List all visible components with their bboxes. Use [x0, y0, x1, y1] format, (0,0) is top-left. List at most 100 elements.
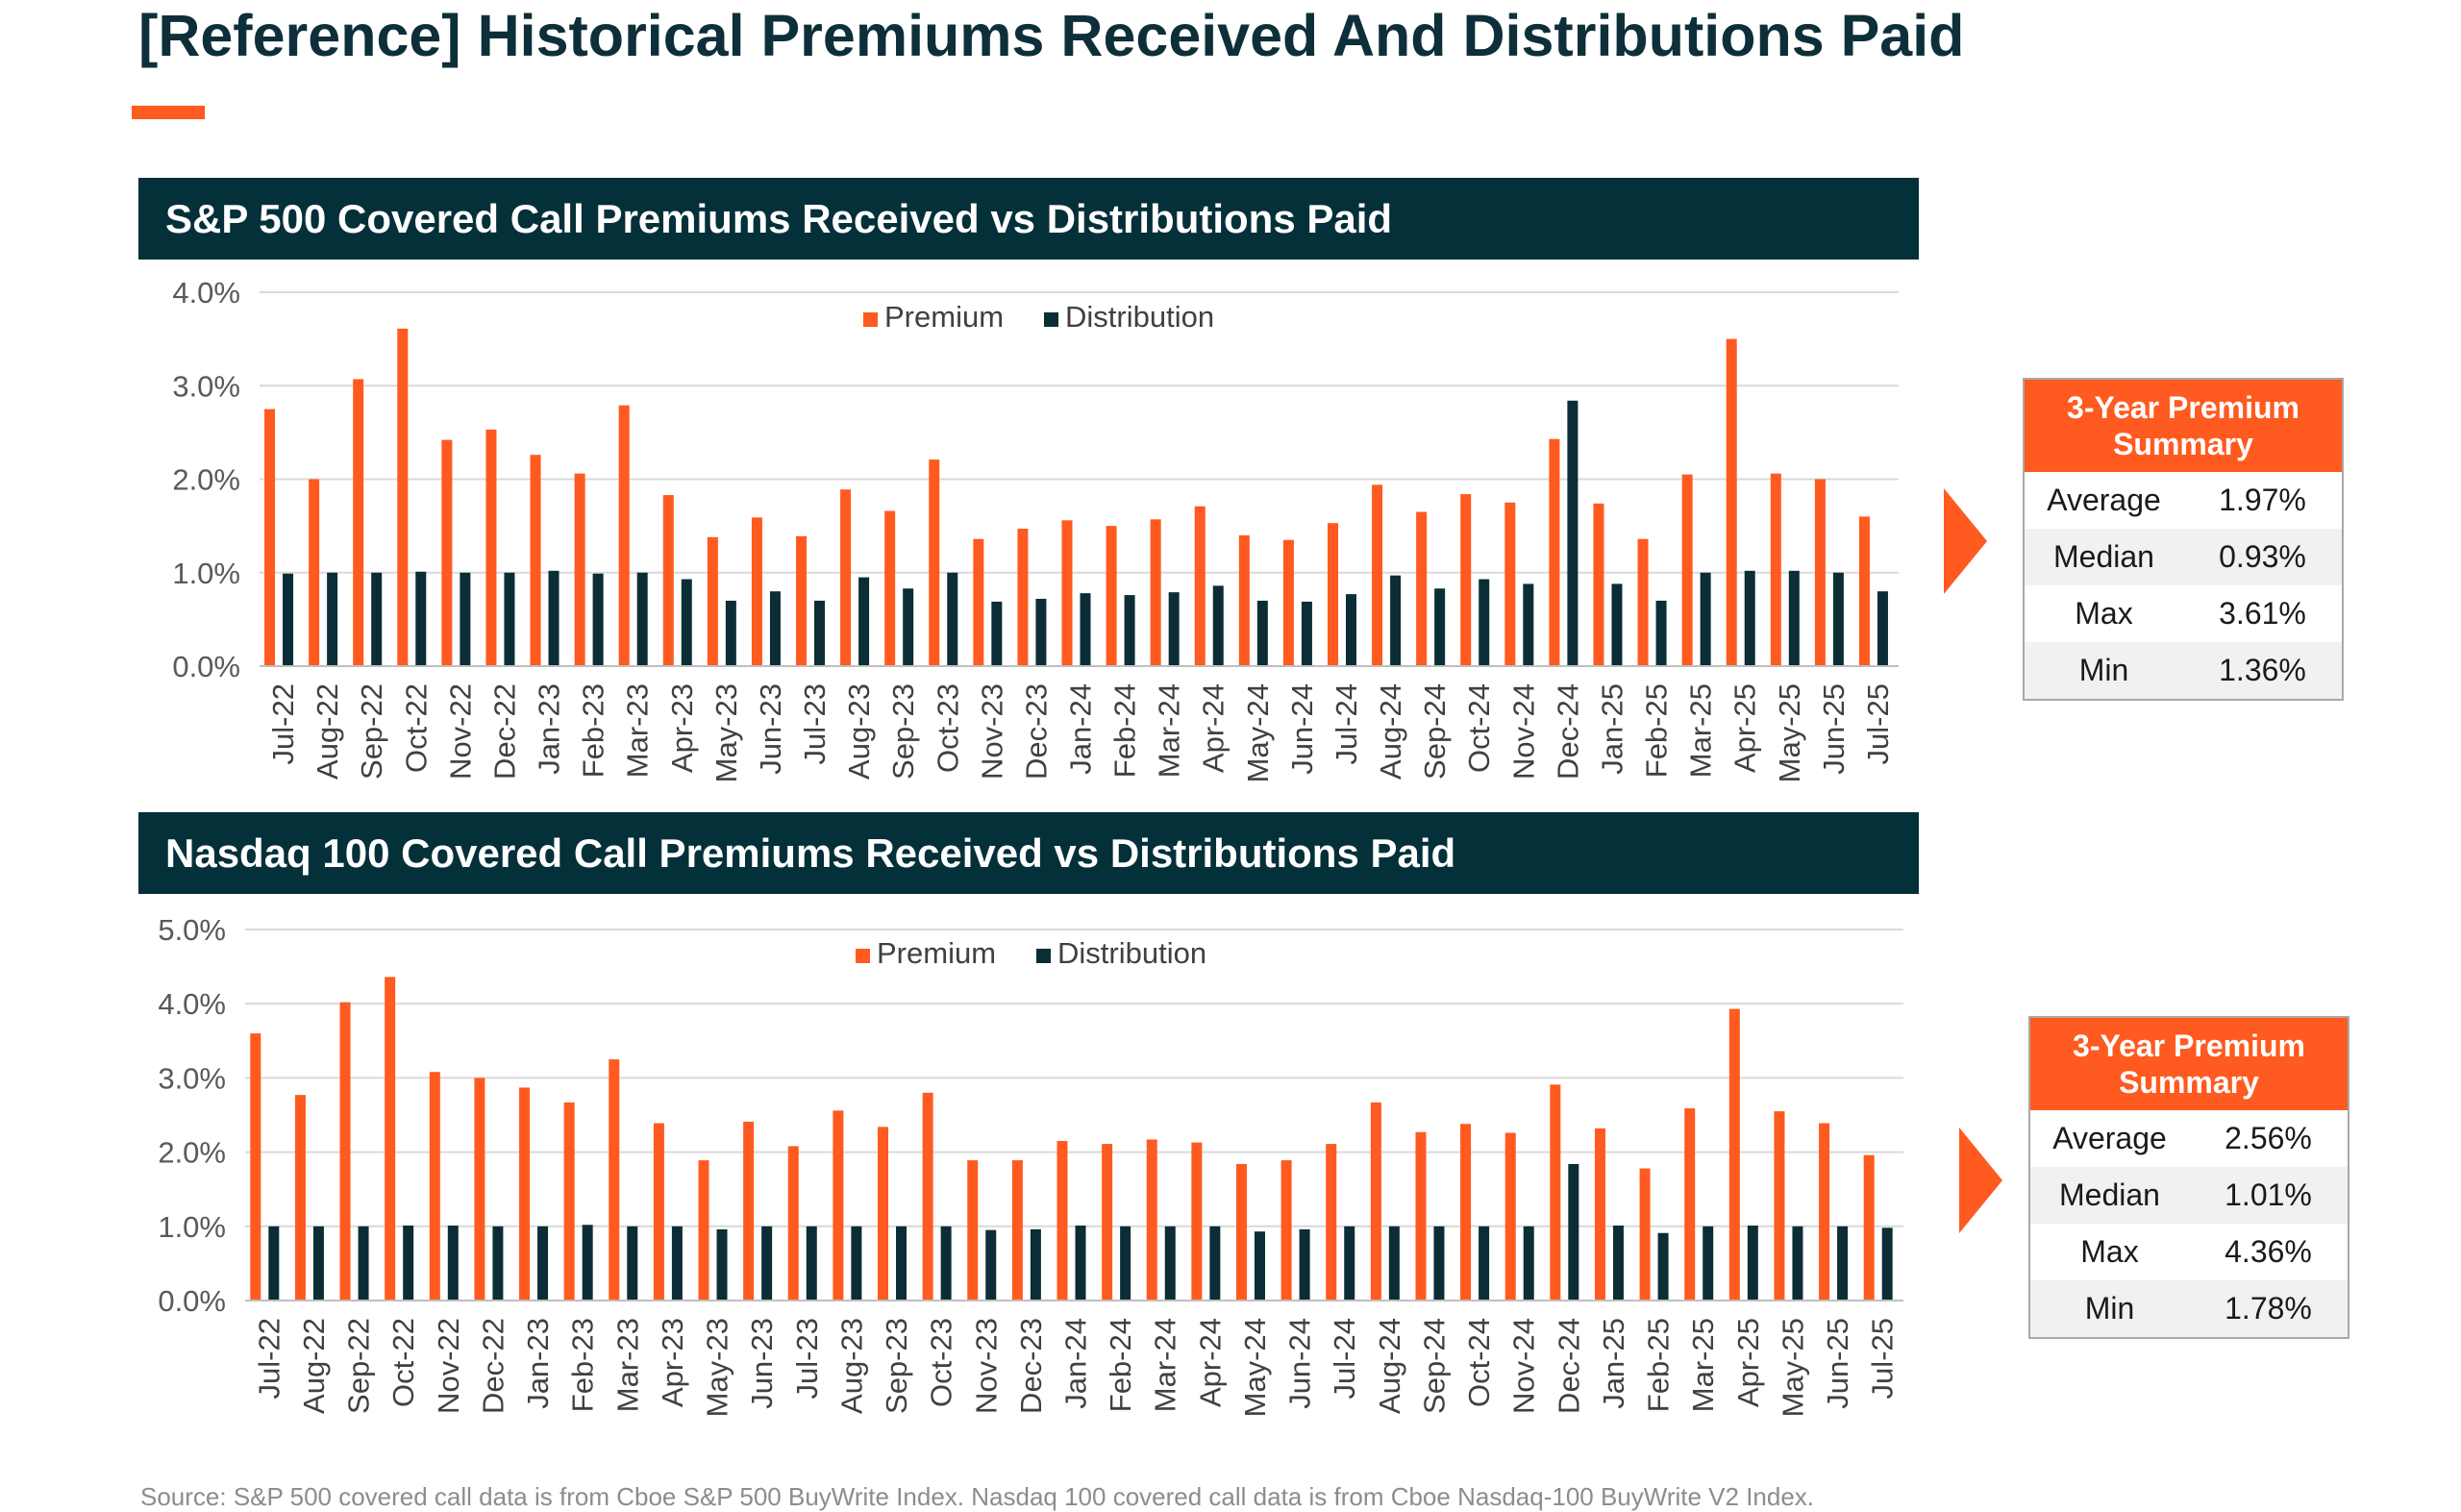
bar-premium [1460, 494, 1472, 666]
bar-distribution [582, 1225, 593, 1301]
bar-distribution [627, 1226, 638, 1301]
bar-premium [1726, 338, 1737, 666]
bar-distribution [1832, 572, 1844, 666]
x-tick-label: Feb-23 [577, 683, 610, 778]
bar-premium [1056, 1141, 1068, 1301]
x-tick-label: Apr-23 [665, 683, 699, 773]
bar-distribution [1254, 1231, 1265, 1301]
y-tick-label: 1.0% [158, 1210, 226, 1244]
bar-distribution [1299, 1228, 1310, 1301]
legend-swatch [863, 312, 878, 327]
summary-row-average: Average 2.56% [2030, 1110, 2348, 1167]
bar-distribution [1030, 1228, 1041, 1301]
bar-premium [1235, 1163, 1247, 1301]
bar-distribution [1256, 600, 1268, 666]
bar-distribution [940, 1226, 952, 1301]
page-title: [Reference] Historical Premiums Received… [138, 3, 1965, 68]
bar-premium [250, 1033, 261, 1301]
bar-premium [618, 405, 630, 666]
bar-distribution [1124, 595, 1135, 666]
bar-distribution [769, 591, 781, 666]
x-tick-label: Nov-24 [1506, 683, 1540, 780]
summary-row-min: Min 1.36% [2025, 642, 2342, 699]
bar-distribution [1788, 570, 1800, 666]
bar-distribution [761, 1226, 773, 1301]
bar-premium [1684, 1108, 1696, 1301]
x-tick-label: Jun-25 [1821, 1318, 1854, 1409]
x-tick-label: Nov-24 [1507, 1318, 1541, 1414]
x-tick-label: Nov-23 [969, 1318, 1003, 1414]
bar-distribution [1120, 1226, 1131, 1301]
x-tick-label: Dec-22 [487, 683, 521, 780]
bar-distribution [806, 1226, 817, 1301]
summary-label: Max [2075, 596, 2133, 631]
summary-label: Max [2080, 1234, 2139, 1269]
bar-distribution [1168, 592, 1180, 666]
bar-premium [294, 1095, 306, 1301]
arrow-right-icon [1944, 488, 1987, 594]
x-tick-label: Feb-23 [566, 1318, 600, 1412]
x-tick-label: Sep-23 [886, 683, 920, 780]
bar-premium [1593, 503, 1604, 666]
bar-distribution [903, 588, 914, 666]
bar-distribution [858, 577, 870, 666]
bar-premium [1460, 1124, 1472, 1301]
bar-premium [1550, 1084, 1561, 1301]
x-tick-label: Nov-22 [432, 1318, 465, 1414]
bar-distribution [537, 1226, 549, 1301]
x-tick-label: Oct-23 [925, 1318, 958, 1407]
bar-premium [1814, 479, 1826, 666]
bar-premium [1061, 520, 1073, 666]
bar-premium [1326, 1144, 1337, 1301]
summary-value: 4.36% [2225, 1234, 2312, 1269]
legend-swatch [1044, 312, 1058, 327]
bar-premium [1191, 1142, 1203, 1301]
bar-premium [1011, 1160, 1023, 1301]
bar-premium [1819, 1123, 1830, 1301]
bar-premium [1681, 474, 1693, 666]
bar-premium [1194, 506, 1206, 666]
bar-premium [796, 535, 808, 666]
y-tick-label: 4.0% [172, 276, 240, 310]
bar-premium [929, 459, 940, 666]
bar-premium [563, 1102, 575, 1301]
source-note: Source: S&P 500 covered call data is fro… [140, 1482, 1815, 1511]
x-tick-label: Dec-23 [1019, 683, 1053, 780]
bar-distribution [1080, 593, 1091, 666]
x-tick-label: Jul-24 [1328, 1318, 1361, 1399]
bar-premium [1858, 516, 1870, 666]
bar-distribution [327, 572, 338, 666]
x-tick-label: Jul-22 [266, 683, 300, 764]
x-tick-label: Jun-25 [1817, 683, 1851, 775]
arrow-right-icon [1959, 1128, 2002, 1233]
bar-premium [397, 328, 409, 666]
bar-distribution [1700, 572, 1711, 666]
bar-premium [1106, 526, 1117, 666]
legend-label: Premium [884, 300, 1004, 334]
summary-value: 3.61% [2219, 596, 2306, 631]
bar-distribution [1611, 583, 1623, 666]
x-tick-label: Jul-24 [1330, 683, 1363, 764]
x-tick-label: Jan-23 [521, 1318, 555, 1409]
x-tick-label: Oct-24 [1462, 1318, 1496, 1407]
summary-row-max: Max 3.61% [2025, 585, 2342, 642]
y-tick-label: 0.0% [158, 1284, 226, 1318]
bar-premium [1280, 1160, 1292, 1301]
bar-distribution [1881, 1227, 1893, 1301]
bar-premium [609, 1059, 620, 1301]
bar-premium [653, 1123, 664, 1301]
x-tick-label: Jul-25 [1861, 683, 1895, 764]
x-tick-label: Oct-24 [1462, 683, 1496, 773]
bar-premium [429, 1072, 440, 1301]
bar-distribution [1877, 591, 1888, 666]
bar-distribution [358, 1226, 369, 1301]
bar-distribution [636, 572, 648, 666]
bar-premium [743, 1121, 755, 1301]
bar-premium [264, 409, 276, 666]
x-tick-label: Oct-23 [931, 683, 964, 773]
bar-premium [385, 977, 396, 1301]
bar-premium [1639, 1168, 1651, 1301]
x-tick-label: May-23 [701, 1318, 734, 1417]
x-tick-label: Sep-22 [355, 683, 388, 780]
bar-premium [519, 1087, 531, 1301]
